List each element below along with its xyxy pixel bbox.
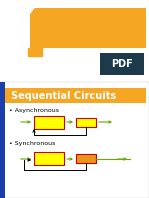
Polygon shape [0,0,40,52]
Bar [5,88,146,103]
Text: • Synchronous: • Synchronous [9,142,55,147]
Bar [34,116,64,129]
Bar [0,82,5,198]
Bar [0,82,149,198]
Text: • Asynchronous: • Asynchronous [9,108,59,112]
Bar [76,154,96,163]
Bar [30,8,146,48]
Text: PDF: PDF [111,59,133,69]
Polygon shape [28,48,42,56]
Bar [76,118,96,127]
Bar [34,152,64,165]
Text: Sequential Circuits: Sequential Circuits [11,91,116,101]
Bar [100,53,144,75]
